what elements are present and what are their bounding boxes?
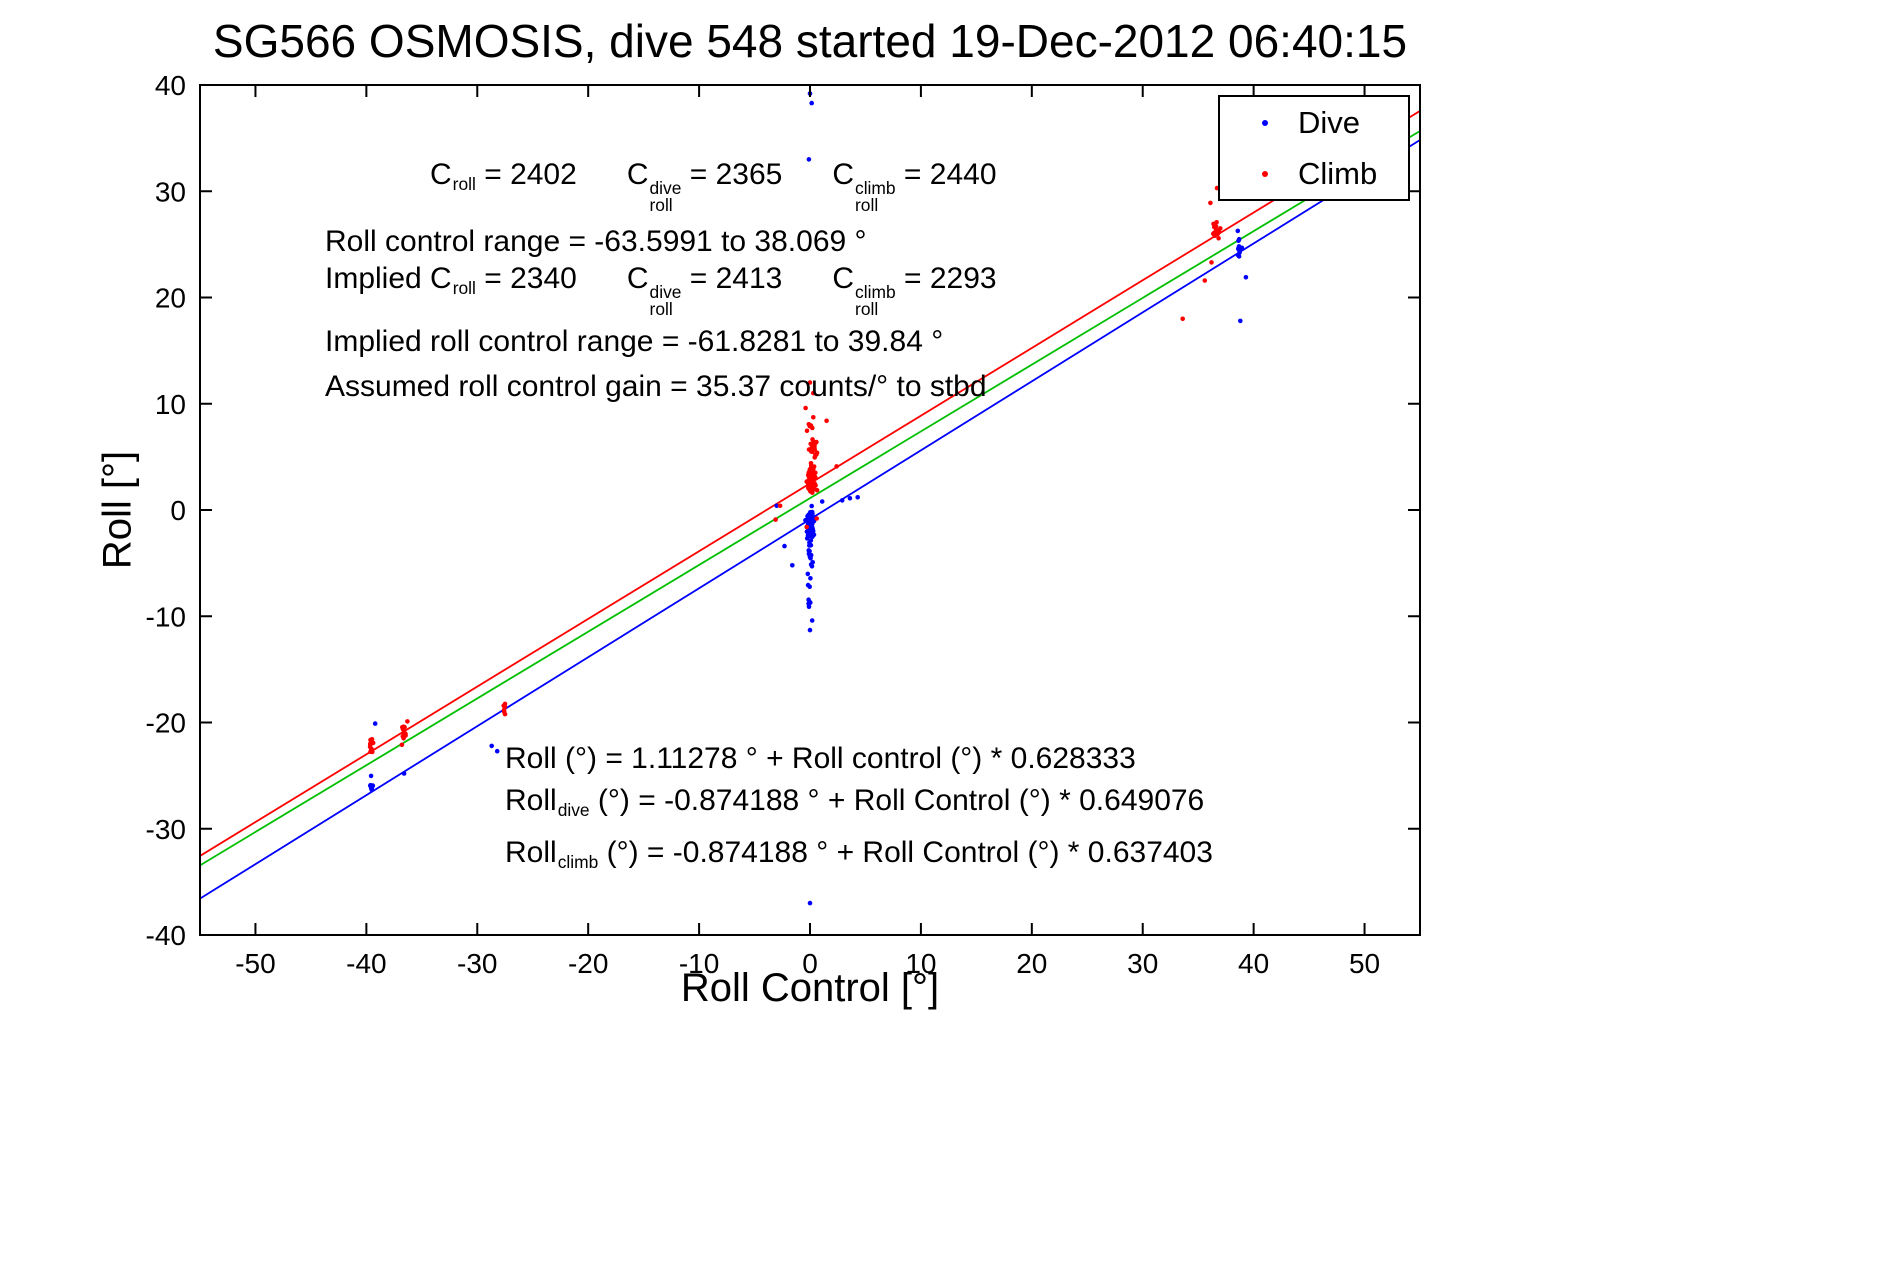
svg-text:-10: -10 [679, 948, 719, 979]
x-tick-labels: -50 -40 -30 -20 -10 0 10 20 30 40 50 [235, 948, 1380, 979]
fit-line-combined [199, 130, 1421, 867]
svg-text:-50: -50 [235, 948, 275, 979]
scatter-climb [367, 185, 1223, 755]
svg-text:-40: -40 [346, 948, 386, 979]
legend: Dive Climb [1218, 95, 1410, 201]
svg-text:20: 20 [155, 283, 186, 314]
x-axis-label: Roll Control [°] [680, 966, 940, 1010]
svg-text:-20: -20 [146, 708, 186, 739]
svg-text:30: 30 [1127, 948, 1158, 979]
svg-text:-20: -20 [568, 948, 608, 979]
legend-item-climb: Climb [1220, 148, 1408, 199]
legend-label-dive: Dive [1298, 104, 1361, 140]
y-tick-labels: -40 -30 -20 -10 0 10 20 30 40 [146, 70, 186, 951]
svg-text:20: 20 [1016, 948, 1047, 979]
legend-label-climb: Climb [1298, 155, 1378, 191]
plot-box [199, 84, 1421, 936]
axes [199, 84, 1421, 936]
svg-text:40: 40 [1238, 948, 1269, 979]
svg-text:40: 40 [155, 70, 186, 101]
legend-item-dive: Dive [1220, 97, 1408, 148]
svg-text:50: 50 [1349, 948, 1380, 979]
svg-text:10: 10 [905, 948, 936, 979]
chart-title: SG566 OSMOSIS, dive 548 started 19-Dec-2… [212, 15, 1408, 67]
svg-text:0: 0 [170, 495, 186, 526]
svg-text:10: 10 [155, 389, 186, 420]
svg-text:-30: -30 [146, 814, 186, 845]
svg-text:0: 0 [802, 948, 818, 979]
svg-text:-40: -40 [146, 920, 186, 951]
svg-text:30: 30 [155, 176, 186, 207]
climb-marker-icon [1262, 170, 1268, 177]
svg-text:-10: -10 [146, 601, 186, 632]
y-axis-label: Roll [°] [95, 450, 140, 570]
dive-marker-icon [1262, 119, 1268, 126]
svg-text:-30: -30 [457, 948, 497, 979]
